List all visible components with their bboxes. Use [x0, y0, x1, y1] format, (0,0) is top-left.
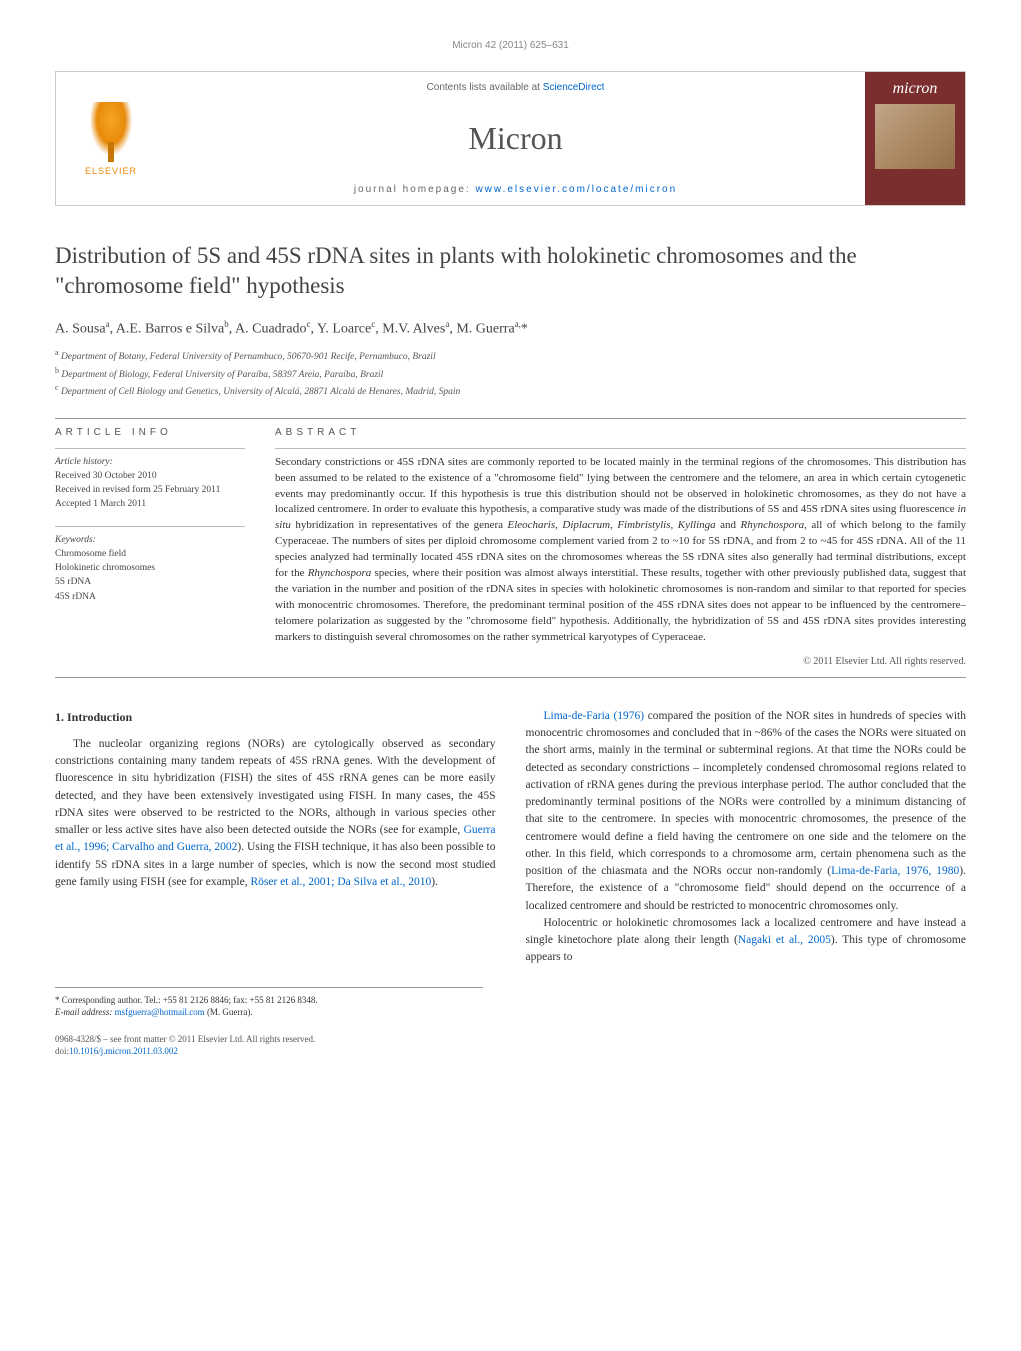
affiliations: a Department of Botany, Federal Universi…	[55, 347, 966, 399]
keywords-block: Keywords: Chromosome field Holokinetic c…	[55, 526, 245, 604]
sciencedirect-link[interactable]: ScienceDirect	[543, 82, 605, 93]
running-head: Micron 42 (2011) 625–631	[55, 40, 966, 51]
doi-link[interactable]: 10.1016/j.micron.2011.03.002	[69, 1046, 178, 1056]
keyword: 5S rDNA	[55, 575, 245, 589]
issn-line: 0968-4328/$ – see front matter © 2011 El…	[55, 1033, 966, 1046]
body-columns: 1. Introduction The nucleolar organizing…	[55, 708, 966, 967]
bottom-meta: 0968-4328/$ – see front matter © 2011 El…	[55, 1033, 966, 1058]
history-label: Article history:	[55, 455, 245, 469]
doi-line: doi:10.1016/j.micron.2011.03.002	[55, 1045, 966, 1058]
abstract-copyright: © 2011 Elsevier Ltd. All rights reserved…	[275, 656, 966, 667]
history-received: Received 30 October 2010	[55, 469, 245, 483]
elsevier-logo-text: ELSEVIER	[85, 166, 137, 176]
article-info: ARTICLE INFO Article history: Received 3…	[55, 427, 245, 667]
abstract-heading: ABSTRACT	[275, 427, 966, 438]
history-revised: Received in revised form 25 February 201…	[55, 483, 245, 497]
email-line: E-mail address: msfguerra@hotmail.com (M…	[55, 1006, 483, 1019]
article-title: Distribution of 5S and 45S rDNA sites in…	[55, 241, 966, 301]
history-accepted: Accepted 1 March 2011	[55, 497, 245, 511]
journal-title: Micron	[166, 120, 865, 157]
journal-cover: micron	[865, 72, 965, 205]
homepage-link[interactable]: www.elsevier.com/locate/micron	[475, 184, 677, 195]
affiliation-a: a Department of Botany, Federal Universi…	[55, 347, 966, 364]
email-link[interactable]: msfguerra@hotmail.com	[115, 1007, 205, 1017]
elsevier-logo: ELSEVIER	[76, 94, 146, 184]
homepage-prefix: journal homepage:	[354, 184, 476, 195]
section-1-title: 1. Introduction	[55, 708, 496, 726]
footnote-block: * Corresponding author. Tel.: +55 81 212…	[55, 987, 483, 1019]
body-col-right: Lima-de-Faria (1976) compared the positi…	[526, 708, 967, 967]
abstract-text: Secondary constrictions or 45S rDNA site…	[275, 448, 966, 646]
affiliation-c: c Department of Cell Biology and Genetic…	[55, 382, 966, 399]
divider-top	[55, 418, 966, 419]
keyword: 45S rDNA	[55, 590, 245, 604]
email-label: E-mail address:	[55, 1007, 115, 1017]
contents-prefix: Contents lists available at	[427, 82, 543, 93]
journal-banner: ELSEVIER Contents lists available at Sci…	[55, 71, 966, 206]
homepage-line: journal homepage: www.elsevier.com/locat…	[166, 184, 865, 195]
affiliation-b: b Department of Biology, Federal Univers…	[55, 365, 966, 382]
body-col-left: 1. Introduction The nucleolar organizing…	[55, 708, 496, 967]
publisher-logo-cell: ELSEVIER	[56, 72, 166, 205]
cover-image	[875, 104, 955, 169]
email-suffix: (M. Guerra).	[205, 1007, 253, 1017]
elsevier-tree-icon	[86, 102, 136, 162]
divider-bottom	[55, 677, 966, 678]
authors: A. Sousaa, A.E. Barros e Silvab, A. Cuad…	[55, 319, 966, 338]
keyword: Chromosome field	[55, 547, 245, 561]
body-paragraph: Lima-de-Faria (1976) compared the positi…	[526, 708, 967, 915]
cover-title: micron	[893, 80, 938, 98]
contents-line: Contents lists available at ScienceDirec…	[166, 82, 865, 93]
article-history: Article history: Received 30 October 201…	[55, 448, 245, 512]
banner-center: Contents lists available at ScienceDirec…	[166, 72, 865, 205]
keywords-label: Keywords:	[55, 533, 245, 547]
body-paragraph: Holocentric or holokinetic chromosomes l…	[526, 915, 967, 967]
article-info-heading: ARTICLE INFO	[55, 427, 245, 438]
corresponding-author: * Corresponding author. Tel.: +55 81 212…	[55, 994, 483, 1007]
body-paragraph: The nucleolar organizing regions (NORs) …	[55, 736, 496, 891]
abstract-column: ABSTRACT Secondary constrictions or 45S …	[275, 427, 966, 667]
keyword: Holokinetic chromosomes	[55, 561, 245, 575]
doi-prefix: doi:	[55, 1046, 69, 1056]
